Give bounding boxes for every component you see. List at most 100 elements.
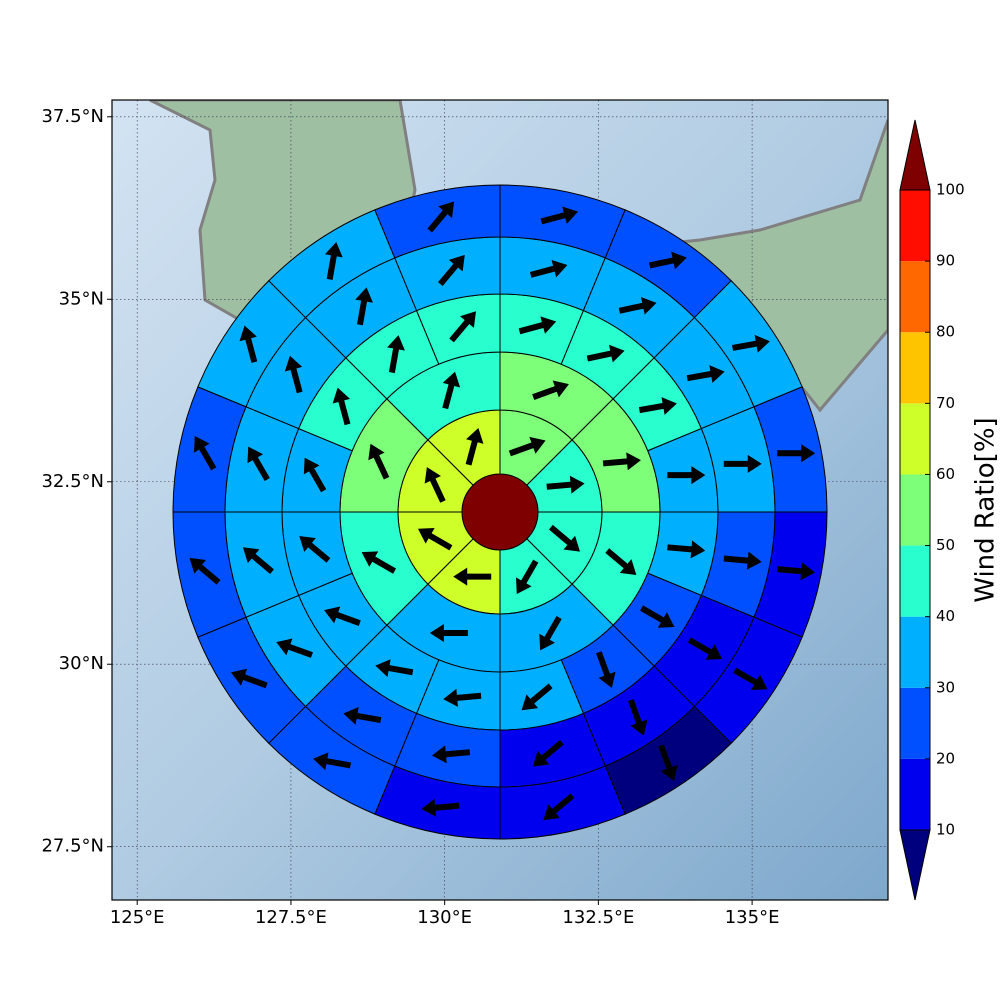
wind-arrow	[424, 467, 446, 503]
colorbar-band	[900, 616, 930, 688]
colorbar-band	[900, 545, 930, 617]
y-tick-label: 27.5°N	[41, 836, 104, 857]
wind-arrow	[532, 380, 569, 400]
wind-arrow	[332, 387, 351, 426]
wind-arrow	[313, 752, 352, 771]
wind-arrow	[465, 428, 484, 466]
wind-arrow	[618, 296, 657, 315]
wind-arrow	[418, 527, 453, 551]
colorbar-tick-label: 30	[936, 678, 955, 696]
wind-arrow	[605, 548, 637, 575]
wind-arrow	[686, 365, 725, 383]
colorbar-frame	[899, 189, 931, 831]
y-tick-label: 30°N	[59, 653, 104, 674]
wind-arrow	[242, 547, 274, 574]
wind-arrow	[596, 651, 616, 688]
wind-arrow	[442, 371, 461, 410]
colorbar-tick-label: 40	[936, 607, 955, 625]
colorbar-tick-label: 10	[936, 821, 955, 839]
wind-arrow	[443, 688, 482, 707]
colorbar-extend-high	[899, 119, 931, 191]
wind-arrow	[640, 605, 675, 628]
wind-arrow	[284, 355, 303, 394]
wind-arrow	[548, 524, 580, 552]
colorbar-band	[900, 403, 930, 475]
colorbar-label: Wind Ratio[%]	[971, 417, 1000, 602]
wind-arrow	[539, 615, 562, 651]
wind-arrow	[421, 798, 460, 817]
wind-arrow	[361, 551, 397, 574]
plot-frame	[111, 99, 889, 901]
wind-arrow	[602, 452, 641, 471]
x-tick-label: 135°E	[725, 907, 780, 928]
colorbar-extend-low	[899, 829, 931, 901]
colorbar-tick-label: 90	[936, 252, 955, 270]
wind-arrow	[299, 536, 331, 563]
wind-arrow	[449, 311, 476, 343]
axes: 125°E 127.5°E 130°E 132.5°E 135°E 27.5°N 30°N 3…	[41, 106, 779, 928]
wind-arrow	[777, 444, 816, 463]
wind-arrow	[247, 446, 270, 481]
wind-arrow	[546, 475, 585, 494]
y-tick-label: 37.5°N	[41, 106, 104, 127]
wind-arrow	[667, 540, 706, 559]
colorbar-tick-label: 60	[936, 465, 955, 483]
y-tick-label: 35°N	[59, 288, 104, 309]
colorbar-tick-label: 70	[936, 394, 955, 412]
wind-arrow	[230, 668, 268, 689]
polar-plot	[172, 184, 828, 840]
wind-arrow	[518, 316, 557, 335]
y-tick-label: 32.5°N	[41, 471, 104, 492]
wind-arrow	[521, 683, 553, 711]
x-tick-label: 127.5°E	[255, 907, 327, 928]
wind-arrow	[638, 397, 677, 415]
wind-arrow	[324, 606, 361, 626]
wind-arrow	[368, 443, 390, 480]
wind-arrow	[540, 206, 579, 225]
colorbar-band	[900, 261, 930, 333]
colorbar-tick-label: 50	[936, 536, 955, 554]
wind-arrow	[733, 667, 768, 691]
wind-arrow	[777, 562, 816, 581]
wind-arrow	[375, 659, 414, 677]
wind-arrow	[732, 334, 770, 353]
wind-arrow	[343, 707, 382, 725]
wind-arrow	[586, 344, 625, 363]
wind-arrow	[429, 624, 468, 643]
wind-arrow	[276, 638, 313, 658]
colorbar-band	[900, 758, 930, 830]
x-tick-label: 125°E	[110, 907, 165, 928]
colorbar-band	[900, 474, 930, 546]
wind-arrow	[627, 699, 648, 736]
wind-arrow	[648, 251, 687, 270]
wind-arrow	[529, 259, 568, 278]
wind-arrow	[687, 637, 723, 660]
colorbar-band	[900, 190, 930, 262]
wind-arrow	[355, 287, 373, 326]
colorbar-band	[900, 687, 930, 759]
wind-arrow	[431, 745, 471, 764]
colorbar: 10 20 30 40 50 60 70 80 90 100	[899, 119, 965, 901]
wind-arrow	[453, 567, 492, 586]
colorbar-tick-label: 80	[936, 323, 955, 341]
wind-arrow	[438, 254, 465, 286]
wind-arrow	[387, 335, 405, 374]
x-tick-label: 130°E	[417, 907, 472, 928]
wind-arrow	[193, 435, 217, 471]
wind-arrow	[723, 551, 762, 570]
colorbar-band	[900, 332, 930, 404]
colorbar-tick-label: 100	[936, 181, 965, 199]
x-tick-label: 132.5°E	[562, 907, 634, 928]
wind-arrow	[508, 436, 546, 457]
wind-arrow	[189, 557, 221, 585]
wind-arrow	[239, 325, 258, 363]
wind-arrow	[532, 739, 564, 767]
colorbar-tick-label: 20	[936, 749, 955, 767]
wind-arrow	[667, 466, 706, 485]
wind-arrow	[723, 454, 762, 473]
wind-arrow	[427, 201, 455, 233]
wind-arrow	[303, 457, 327, 493]
wind-arrow	[324, 242, 343, 280]
wind-arrow	[543, 793, 575, 821]
